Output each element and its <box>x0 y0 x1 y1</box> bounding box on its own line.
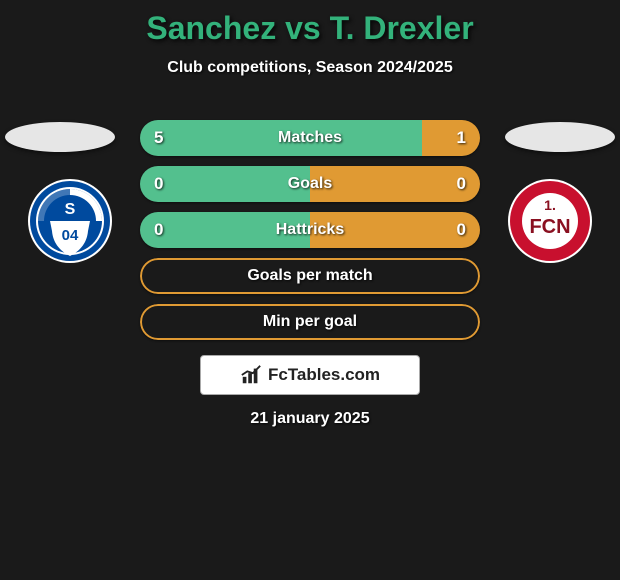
svg-text:1.: 1. <box>544 197 556 213</box>
bar-chart-icon <box>240 364 262 386</box>
subtitle: Club competitions, Season 2024/2025 <box>0 59 620 77</box>
fcn-badge-icon: 1. FCN <box>500 176 600 276</box>
left-club-badge: S 04 <box>20 176 120 264</box>
stat-value-left: 5 <box>154 120 163 156</box>
stat-label: Goals per match <box>140 258 480 294</box>
page-title: Sanchez vs T. Drexler <box>0 0 620 47</box>
stat-value-left: 0 <box>154 166 163 202</box>
stat-value-right: 1 <box>457 120 466 156</box>
stat-label: Min per goal <box>140 304 480 340</box>
player-photo-placeholder-left <box>5 122 115 152</box>
stat-value-left: 0 <box>154 212 163 248</box>
schalke-badge-icon: S 04 <box>20 176 120 276</box>
svg-text:FCN: FCN <box>529 216 570 238</box>
svg-text:04: 04 <box>62 227 79 244</box>
stat-label: Hattricks <box>140 212 480 248</box>
stat-row: Hattricks0 0 <box>140 212 480 248</box>
right-club-badge: 1. FCN <box>500 176 600 264</box>
stat-row: Min per goal <box>140 304 480 340</box>
date-text: 21 january 2025 <box>0 410 620 428</box>
stat-value-right: 0 <box>457 166 466 202</box>
stat-value-right: 0 <box>457 212 466 248</box>
watermark-text: FcTables.com <box>268 365 380 385</box>
stat-row: Matches5 1 <box>140 120 480 156</box>
stats-panel: Matches51Goals00Hattricks00Goals per mat… <box>140 120 480 350</box>
player-photo-placeholder-right <box>505 122 615 152</box>
svg-text:S: S <box>65 201 76 218</box>
stat-label: Goals <box>140 166 480 202</box>
watermark: FcTables.com <box>200 355 420 395</box>
stat-row: Goals per match <box>140 258 480 294</box>
stat-label: Matches <box>140 120 480 156</box>
stat-row: Goals0 0 <box>140 166 480 202</box>
